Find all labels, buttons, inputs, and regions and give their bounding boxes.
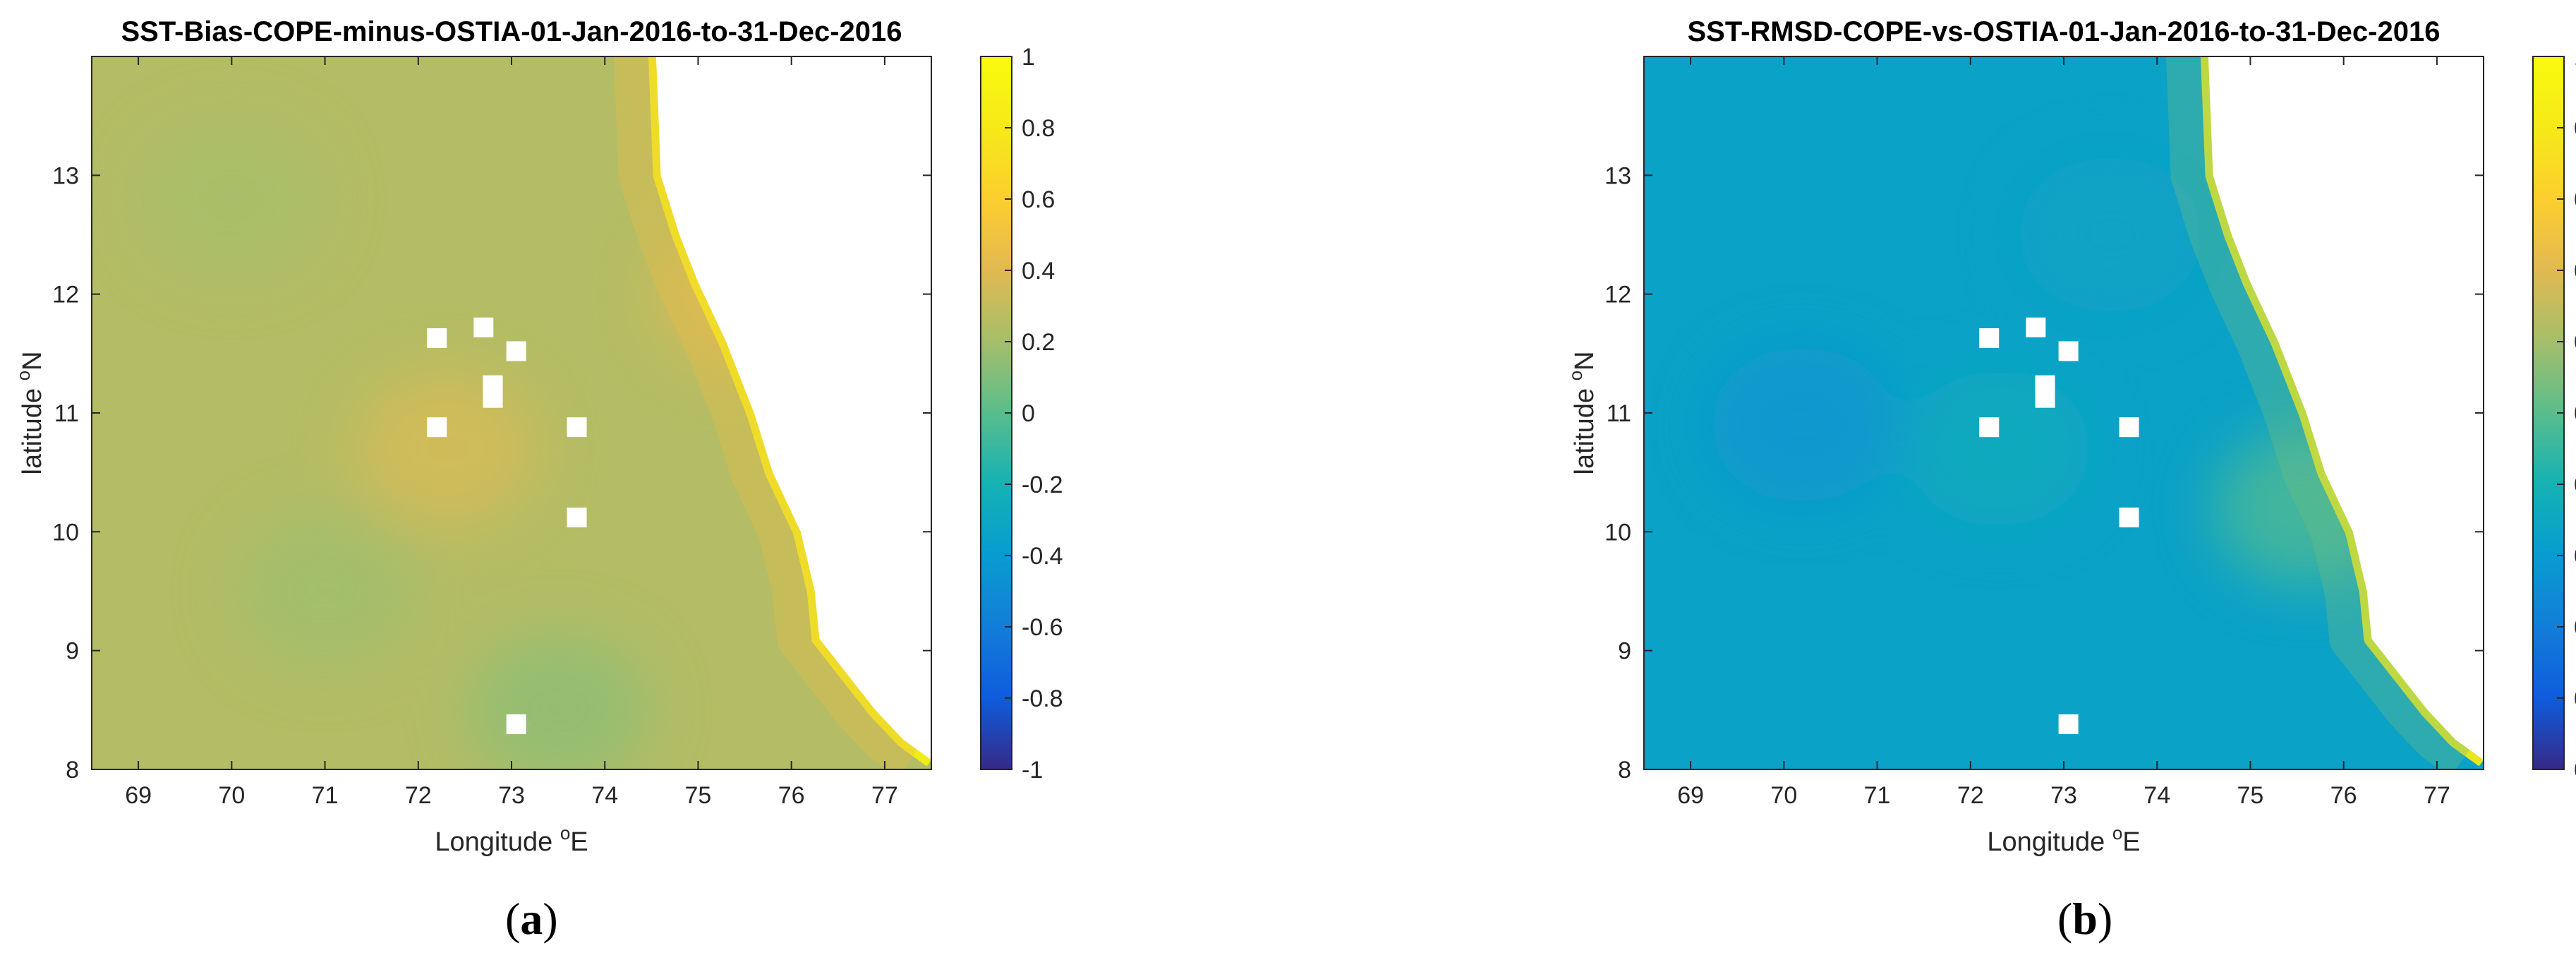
island-cell [2026, 317, 2046, 337]
x-tick-label: 76 [2330, 782, 2357, 809]
rmsd-heatmap-chart: 69 70 71 72 73 74 75 76 778910111213SST-RMSD-COP… [1565, 16, 2576, 857]
y-axis-label: latitude oN [13, 351, 47, 474]
colorbar-tick-label: 0.6 [2574, 329, 2576, 356]
x-tick-label: 73 [498, 782, 525, 809]
coastal-gradient [2165, 56, 2475, 769]
x-tick-label: 77 [2424, 782, 2450, 809]
island-cell [506, 714, 526, 735]
x-tick-label: 73 [2050, 782, 2077, 809]
island-cell [2119, 417, 2139, 438]
heatmap-feature-0 [1710, 347, 1894, 503]
colorbar-tick-label: 0.2 [1022, 329, 1055, 356]
island-cell [483, 375, 503, 408]
heatmap-feature-3 [2019, 157, 2203, 313]
y-tick-label: 9 [1618, 638, 1631, 665]
colorbar-tick-label: 0.6 [1022, 186, 1055, 213]
colorbar-tick-label: -0.2 [1022, 472, 1063, 498]
island-cell [473, 317, 494, 337]
colorbar-tick-label: -0.8 [1022, 685, 1063, 712]
y-tick-label: 12 [52, 282, 79, 308]
x-tick-label: 70 [1770, 782, 1797, 809]
colorbar-tick-label: -0.4 [1022, 543, 1063, 570]
colorbar-tick-label: 0.1 [2574, 685, 2576, 712]
island-cell [567, 508, 587, 528]
colorbar-tick-label: 0.8 [1022, 115, 1055, 142]
island-cell [2119, 508, 2139, 528]
colorbar-tick-label: -1 [1022, 757, 1043, 784]
panel-a: 69 70 71 72 73 74 75 76 77 8 9 10 11 12 13 SST-Bias-COP… [0, 0, 1129, 960]
x-tick-label: 75 [2237, 782, 2264, 809]
y-tick-label: 10 [52, 519, 79, 546]
x-tick-label: 76 [778, 782, 805, 809]
heatmap-feature-3 [140, 121, 324, 277]
y-tick-label: 11 [1607, 400, 1631, 427]
colorbar-tick-label: 0.5 [2574, 400, 2576, 427]
chart-title: SST-RMSD-COPE-vs-OSTIA-01-Jan-2016-to-31… [1688, 16, 2441, 47]
y-tick-label: 13 [1604, 162, 1631, 189]
x-tick-label: 71 [312, 782, 339, 809]
colorbar-tick-label: 1 [2574, 44, 2576, 71]
y-tick-label: 8 [66, 757, 79, 784]
y-tick-label: 8 [1618, 757, 1631, 784]
x-tick-label: 74 [591, 782, 618, 809]
heatmap-feature-1 [1906, 371, 2091, 527]
colorbar-tick-label: 0.4 [2574, 472, 2576, 498]
caption-letter: a [520, 894, 543, 944]
y-tick-label: 9 [66, 638, 79, 665]
coastal-gradient [613, 56, 923, 769]
colorbar-tick-label: 0.2 [2574, 614, 2576, 641]
x-tick-label: 77 [871, 782, 898, 809]
colorbar-tick-label: 0.9 [2574, 115, 2576, 142]
bias-heatmap-chart: 69 70 71 72 73 74 75 76 778910111213SST-Bias-COP… [13, 16, 1063, 857]
heatmap-feature-0 [233, 513, 417, 669]
y-axis-label: latitude oN [1565, 351, 1600, 474]
x-tick-label: 75 [685, 782, 712, 809]
land-mask [655, 56, 931, 769]
heatmap-feature-1 [466, 632, 651, 769]
island-cell [506, 341, 526, 361]
y-tick-label: 10 [1604, 519, 1631, 546]
x-tick-label: 69 [125, 782, 152, 809]
island-cell [1979, 417, 2000, 438]
island-cell [2035, 375, 2055, 408]
colorbar-tick-label: 0.3 [2574, 543, 2576, 570]
colorbar-tick-label: 0 [1022, 400, 1035, 427]
colorbar-tick-label: 0.4 [1022, 258, 1055, 284]
colorbar-tick-label: 0.7 [2574, 258, 2576, 284]
x-tick-label: 72 [405, 782, 432, 809]
island-cell [2058, 341, 2079, 361]
island-cell [567, 417, 587, 438]
x-tick-label: 69 [1677, 782, 1704, 809]
x-tick-label: 74 [2143, 782, 2170, 809]
island-cell [2058, 714, 2079, 735]
x-axis-label: Longitude oE [435, 822, 588, 857]
y-tick-label: 13 [52, 162, 79, 189]
caption-letter: b [2072, 894, 2098, 944]
island-cell [1979, 328, 2000, 348]
colorbar-tick-label: 0 [2574, 757, 2576, 784]
caption-a: (a) [505, 894, 558, 944]
y-tick-label: 11 [54, 400, 79, 427]
colorbar-tick-label: -0.6 [1022, 614, 1063, 641]
x-tick-label: 72 [1957, 782, 1984, 809]
colorbar-tick-label: 1 [1022, 44, 1035, 71]
island-cell [427, 417, 447, 438]
heatmap-feature-2 [354, 371, 538, 527]
land-mask [2208, 56, 2484, 769]
island-cell [427, 328, 447, 348]
colorbar-tick-label: 0.8 [2574, 186, 2576, 213]
x-tick-label: 70 [218, 782, 245, 809]
x-axis-label: Longitude oE [1987, 822, 2140, 857]
chart-title: SST-Bias-COPE-minus-OSTIA-01-Jan-2016-to… [121, 16, 902, 47]
panel-b: 69 70 71 72 73 74 75 76 77 8 9 10 11 12 13 SST-RMSD-COP… [1552, 0, 2576, 960]
x-tick-label: 71 [1864, 782, 1891, 809]
y-tick-label: 12 [1604, 282, 1631, 308]
caption-b: (b) [2057, 894, 2113, 944]
